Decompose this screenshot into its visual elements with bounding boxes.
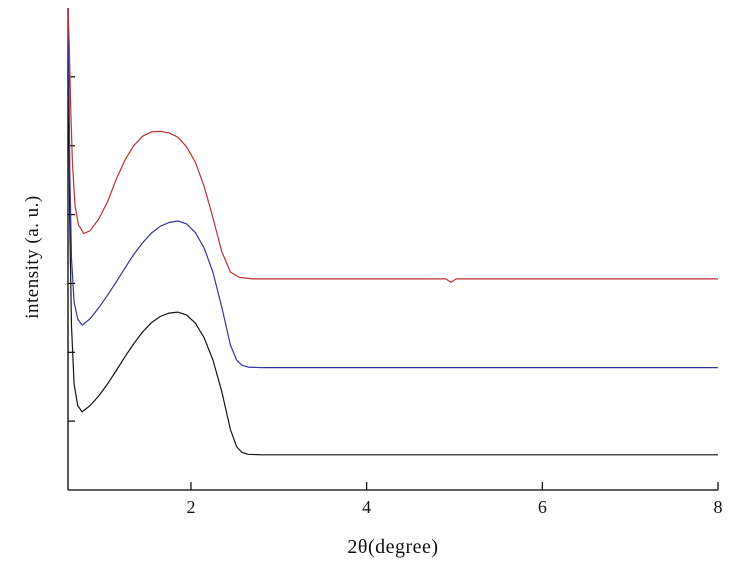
y-axis-label: intensity (a. u.) xyxy=(22,195,43,319)
x-tick-label: 6 xyxy=(538,497,547,517)
x-tick-label: 2 xyxy=(186,497,195,517)
x-axis-label: 2θ(degree) xyxy=(347,536,439,558)
x-tick-label: 4 xyxy=(362,497,371,517)
series-bottom-black-line xyxy=(67,7,718,456)
series-middle-blue-line xyxy=(67,7,718,369)
series-top-red-line xyxy=(67,7,718,283)
x-tick-label: 8 xyxy=(714,497,723,517)
